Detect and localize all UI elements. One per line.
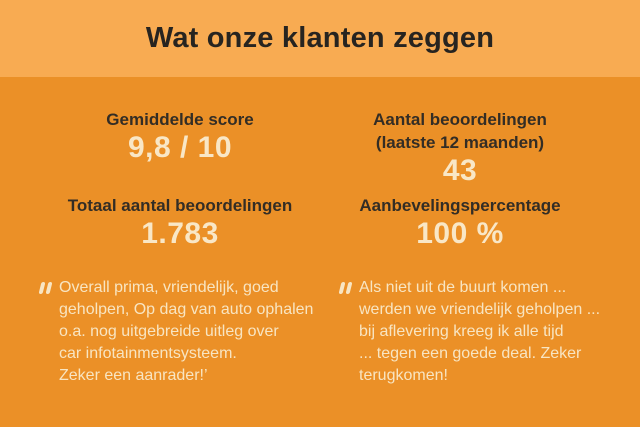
banner-title: Wat onze klanten zeggen — [145, 22, 495, 54]
stat-value: 9,8 / 10 — [127, 131, 233, 164]
stat-label: Totaal aantal beoordelingen — [67, 196, 293, 215]
stat-value: 1.783 — [141, 217, 219, 250]
stat-recommendation-percentage: Aanbevelingspercentage 100 % — [320, 194, 600, 251]
quote-text: Overall prima, vriendelijk, goed geholpe… — [59, 279, 314, 384]
testimonial-quote-left: Overall prima, vriendelijk, goed geholpe… — [38, 277, 340, 387]
double-quote-icon — [38, 282, 53, 294]
stat-label: Aanbevelingspercentage — [359, 196, 561, 215]
quote-text: Als niet uit de buurt komen ... werden w… — [359, 279, 601, 384]
stat-label: Aantal beoordelingen (laatste 12 maanden… — [373, 110, 547, 152]
stat-total-reviews: Totaal aantal beoordelingen 1.783 — [40, 194, 320, 251]
stat-average-score: Gemiddelde score 9,8 / 10 — [40, 108, 320, 188]
stat-label: Gemiddelde score — [106, 110, 254, 129]
banner-header: Wat onze klanten zeggen — [0, 0, 640, 77]
testimonial-quote-right: Als niet uit de buurt komen ... werden w… — [338, 277, 640, 387]
stats-grid: Gemiddelde score 9,8 / 10 Aantal beoorde… — [0, 77, 640, 251]
stat-review-count-12-months: Aantal beoordelingen (laatste 12 maanden… — [320, 108, 600, 188]
testimonial-quotes: Overall prima, vriendelijk, goed geholpe… — [0, 251, 640, 387]
double-quote-icon — [338, 282, 353, 294]
stat-value: 100 % — [416, 217, 504, 250]
stat-value: 43 — [442, 154, 478, 187]
